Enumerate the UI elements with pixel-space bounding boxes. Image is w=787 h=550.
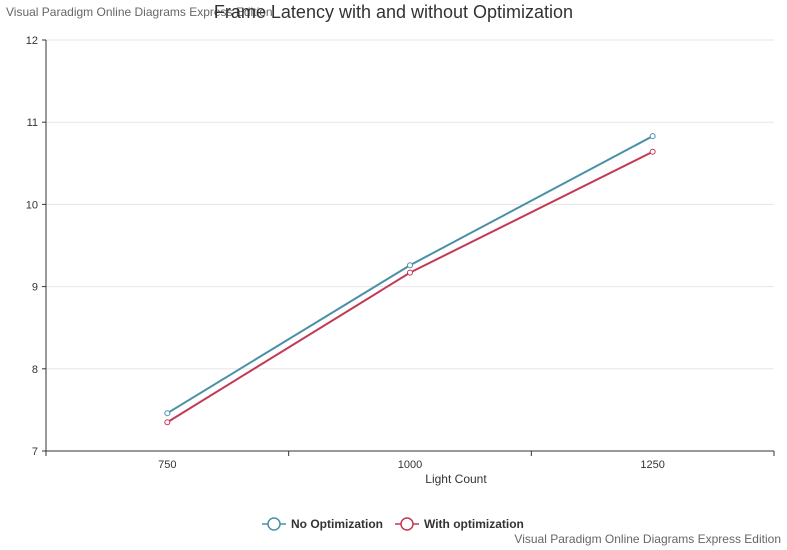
y-tick-label: 8 xyxy=(32,364,38,376)
y-tick-label: 11 xyxy=(27,117,38,129)
y-tick-label: 10 xyxy=(26,199,38,211)
data-point xyxy=(649,133,656,140)
y-tick-label: 7 xyxy=(32,446,38,458)
legend-label: With optimization xyxy=(424,517,524,531)
data-point xyxy=(407,262,413,269)
legend-swatch-marker xyxy=(400,517,414,531)
watermark-bottom: Visual Paradigm Online Diagrams Express … xyxy=(514,532,781,546)
data-point xyxy=(407,269,413,276)
data-point xyxy=(164,419,171,426)
legend-label: No Optimization xyxy=(291,517,383,531)
chart-title: Frame Latency with and without Optimizat… xyxy=(213,2,574,22)
y-tick-label: 9 xyxy=(32,282,38,294)
x-tick-label: 750 xyxy=(158,459,176,471)
x-tick-label: 1250 xyxy=(640,459,664,471)
legend-swatch-marker xyxy=(267,517,281,531)
watermark-top: Visual Paradigm Online Diagrams Express … xyxy=(6,5,273,19)
data-point xyxy=(649,148,656,155)
x-axis-label: Light Count xyxy=(425,472,487,486)
data-point xyxy=(164,410,171,417)
x-tick-label: 1000 xyxy=(398,459,422,471)
y-tick-label: 12 xyxy=(26,35,38,47)
